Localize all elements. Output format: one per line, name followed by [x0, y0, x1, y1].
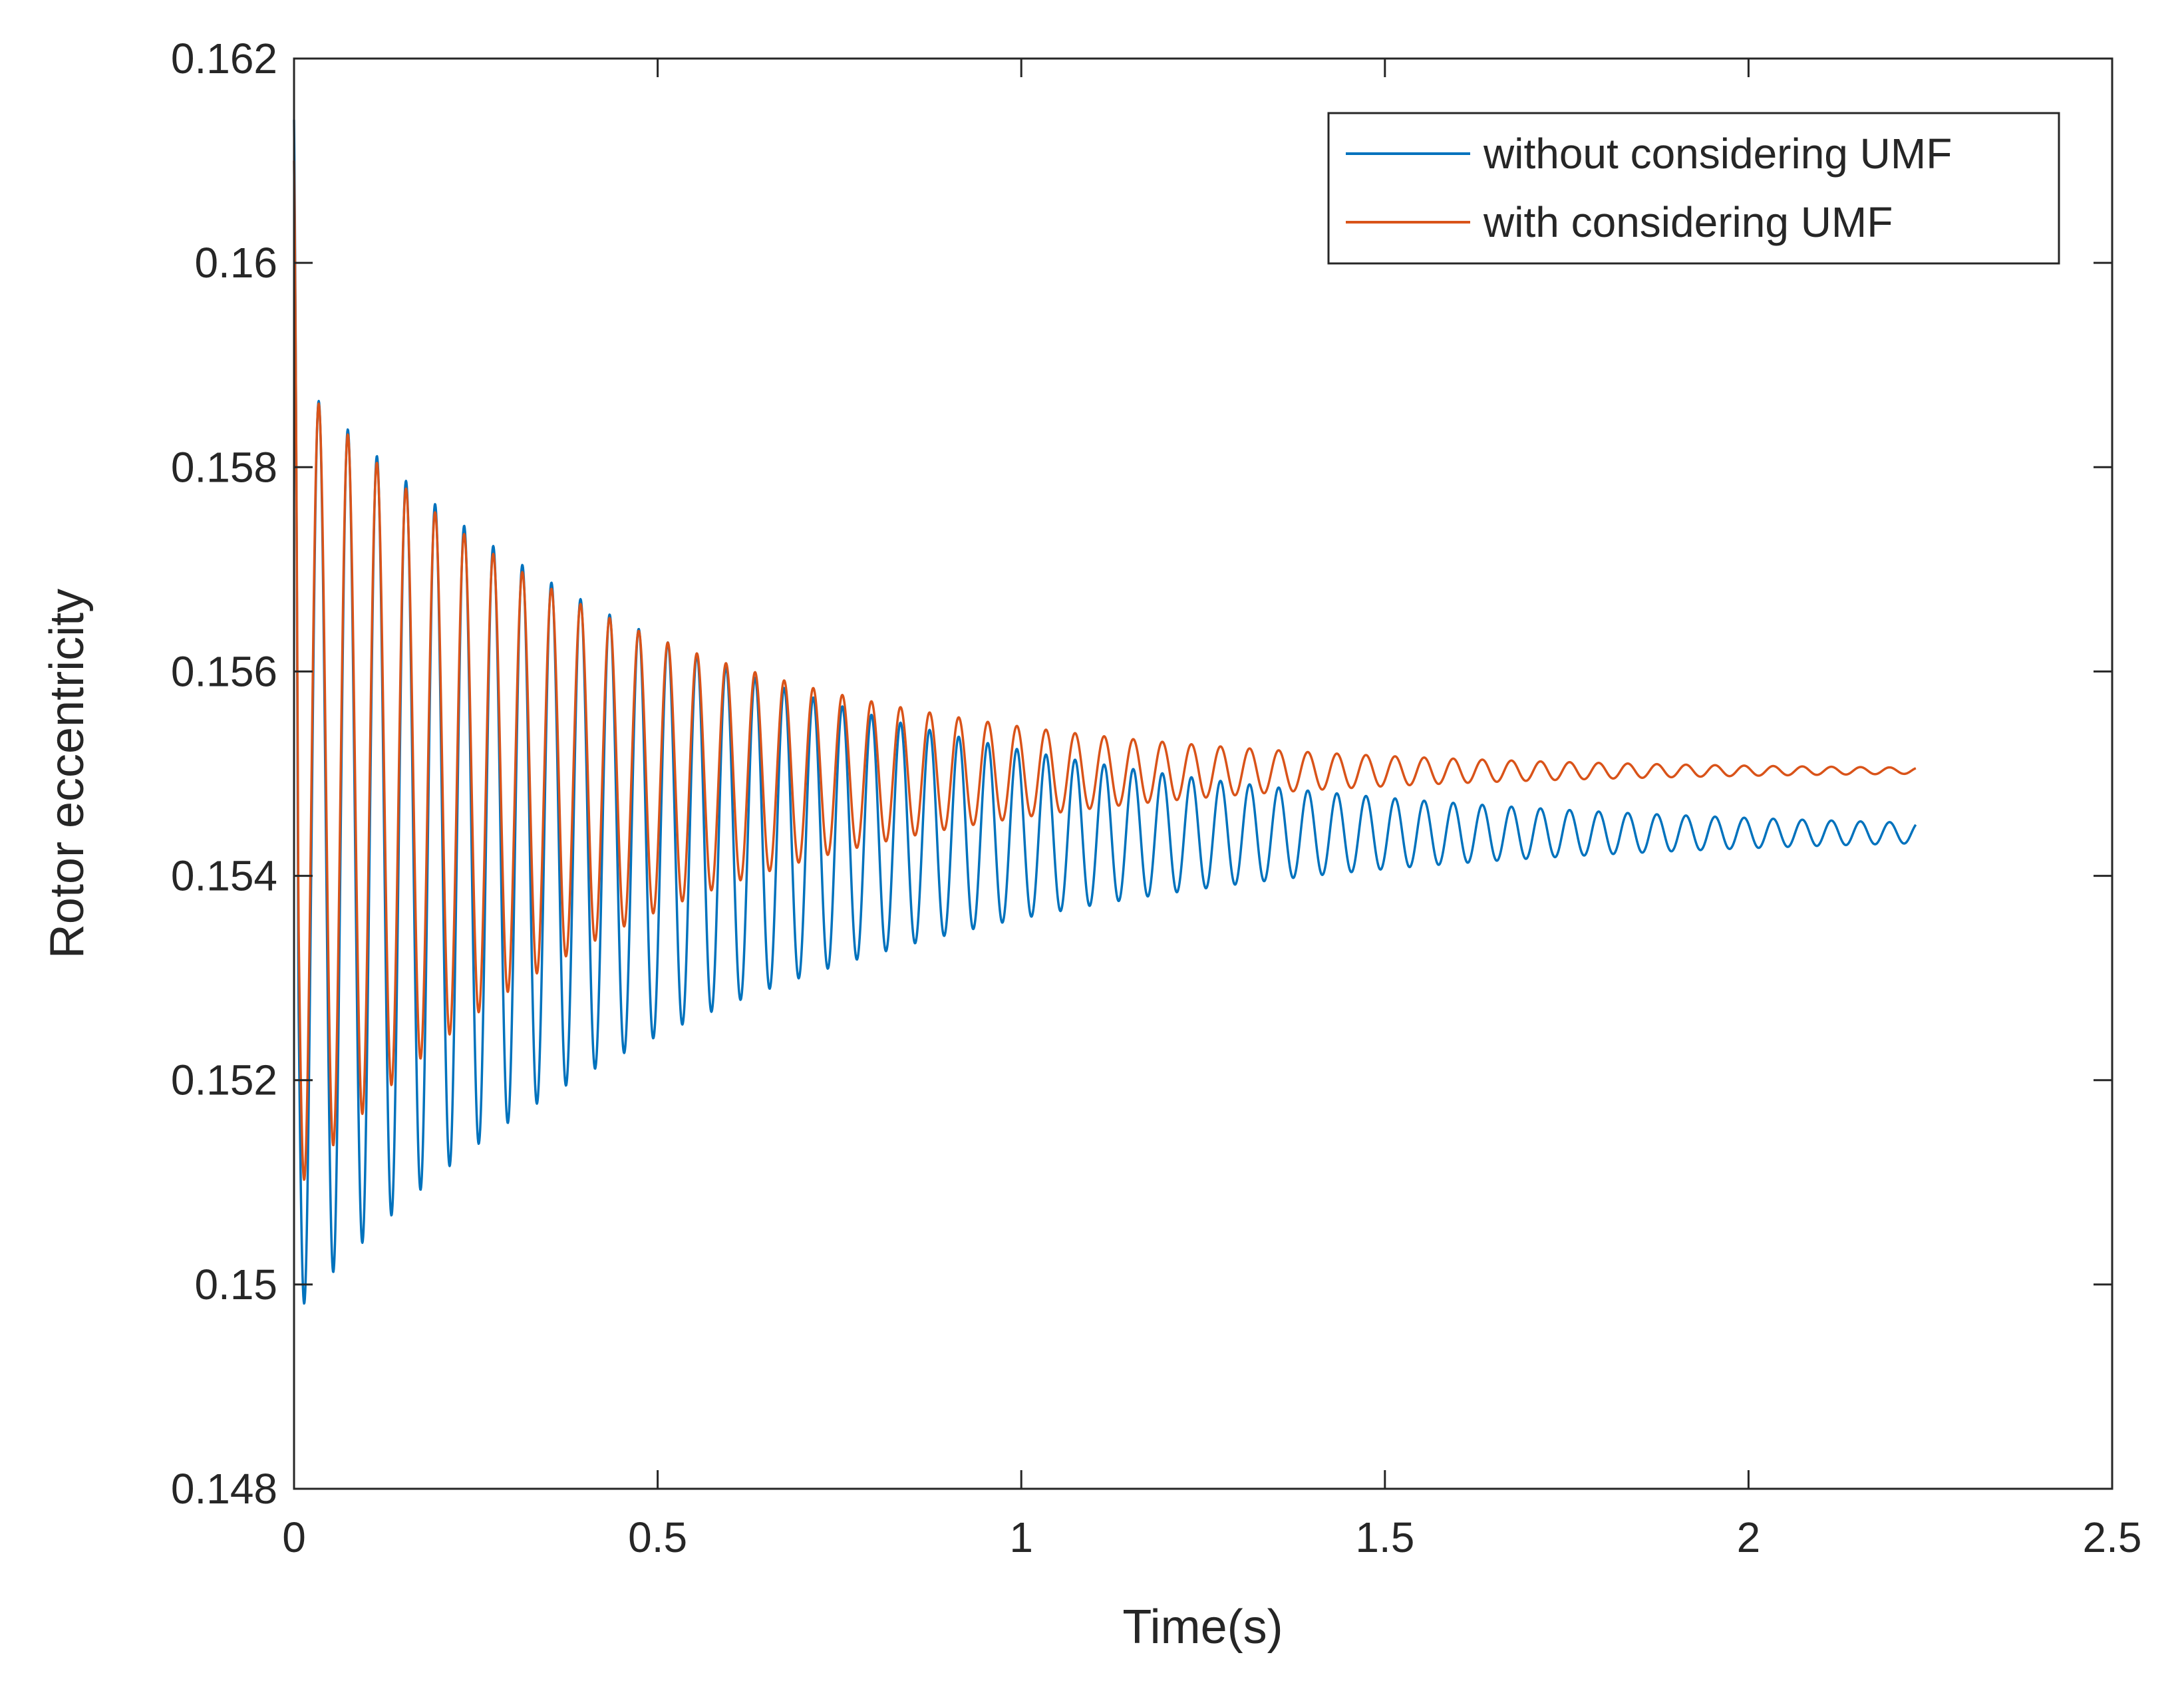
y-tick-label: 0.158	[171, 443, 277, 491]
y-axis-label: Rotor eccentricity	[41, 589, 94, 959]
y-tick-label: 0.154	[171, 852, 277, 900]
x-axis-label: Time(s)	[1122, 1601, 1283, 1654]
x-tick-label: 0	[282, 1513, 306, 1561]
series-line-without-umf	[293, 120, 1917, 1305]
legend-label-with-umf: with considering UMF	[1483, 198, 1893, 246]
series-layer	[293, 120, 1917, 1305]
y-tick-label: 0.162	[171, 35, 277, 82]
legend: without considering UMF with considering…	[1327, 112, 2060, 265]
plot-background	[294, 59, 2112, 1489]
y-tick-label: 0.156	[171, 647, 277, 695]
y-tick-label: 0.148	[171, 1465, 277, 1513]
y-axis: 0.148 0.15 0.152 0.154 0.156 0.158 0.16 0.162	[171, 35, 2112, 1513]
x-tick-label: 1	[1009, 1513, 1033, 1561]
series-line-with-umf	[293, 160, 1917, 1181]
x-tick-label: 0.5	[628, 1513, 687, 1561]
y-tick-label: 0.15	[194, 1261, 277, 1309]
legend-box	[1327, 112, 2060, 265]
y-tick-label: 0.152	[171, 1056, 277, 1104]
legend-label-without-umf: without considering UMF	[1483, 130, 1952, 178]
x-tick-label: 2.5	[2083, 1513, 2142, 1561]
x-tick-label: 2	[1737, 1513, 1761, 1561]
y-tick-label: 0.16	[194, 239, 277, 287]
x-tick-label: 1.5	[1355, 1513, 1414, 1561]
x-axis: 0 0.5 1 1.5 2 2.5	[282, 59, 2141, 1561]
plot-frame	[293, 57, 2113, 1490]
